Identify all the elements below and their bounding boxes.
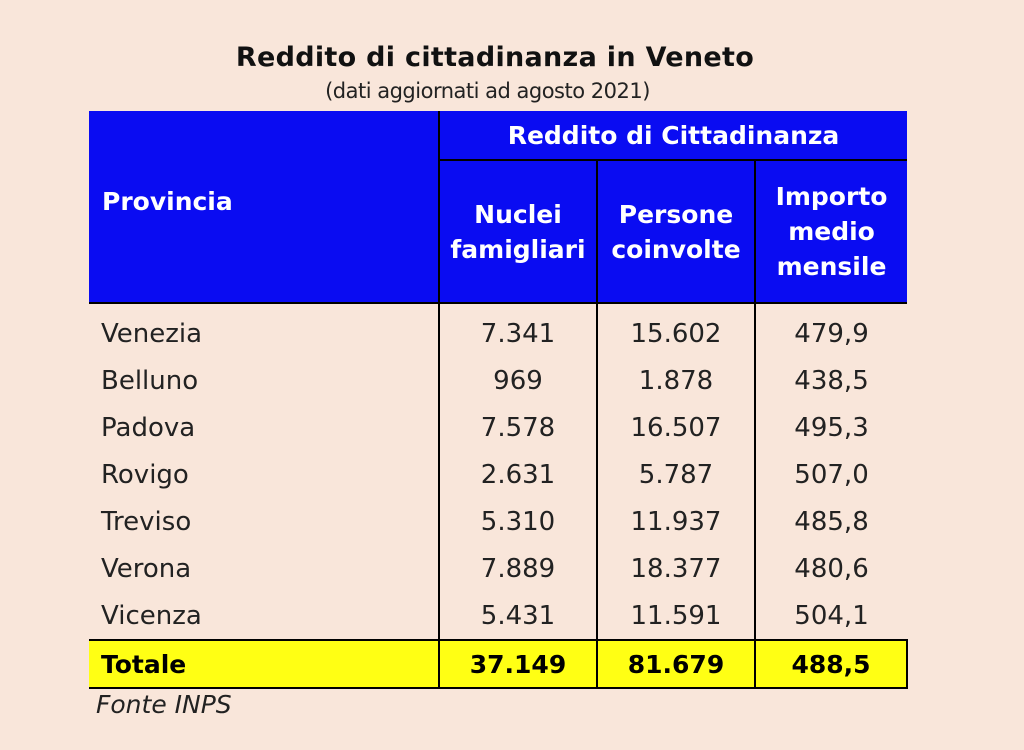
cell-nuclei: 2.631 xyxy=(439,451,598,498)
cell-nuclei: 7.578 xyxy=(439,404,598,451)
table-row: Vicenza 5.431 11.591 504,1 xyxy=(89,592,907,640)
cell-persone: 11.591 xyxy=(597,592,756,640)
table-row: Belluno 969 1.878 438,5 xyxy=(89,357,907,404)
table-row: Rovigo 2.631 5.787 507,0 xyxy=(89,451,907,498)
header-divider xyxy=(89,302,908,304)
cell-persone: 5.787 xyxy=(597,451,756,498)
cell-importo: 438,5 xyxy=(794,365,869,396)
source-note: Fonte INPS xyxy=(96,690,232,719)
table-row: Treviso 5.310 11.937 485,8 xyxy=(89,498,907,545)
cell-importo: 485,8 xyxy=(794,506,869,537)
cell-persone: 18.377 xyxy=(597,545,756,592)
header-nuclei: Nuclei famigliari xyxy=(439,160,598,302)
cell-importo: 479,9 xyxy=(794,318,869,349)
header-importo: Importo medio mensile xyxy=(755,160,908,302)
cell-provincia: Belluno xyxy=(89,357,440,404)
table-row: Verona 7.889 18.377 480,6 xyxy=(89,545,907,592)
data-table: Provincia Reddito di Cittadinanza Nuclei… xyxy=(89,111,909,689)
cell-importo: 504,1 xyxy=(794,600,869,631)
total-row: Totale 37.149 81.679 488,5 xyxy=(89,639,909,689)
cell-nuclei: 7.889 xyxy=(439,545,598,592)
cell-persone: 15.602 xyxy=(597,304,756,357)
cell-provincia: Treviso xyxy=(89,498,440,545)
cell-importo: 507,0 xyxy=(794,459,869,490)
header-group-reddito: Reddito di Cittadinanza xyxy=(439,111,908,161)
cell-total-nuclei: 37.149 xyxy=(439,639,598,689)
cell-persone: 1.878 xyxy=(597,357,756,404)
cell-provincia: Vicenza xyxy=(89,592,440,640)
cell-provincia: Rovigo xyxy=(89,451,440,498)
page-subtitle: (dati aggiornati ad agosto 2021) xyxy=(325,79,650,103)
header-persone: Persone coinvolte xyxy=(597,160,756,302)
header-provincia: Provincia xyxy=(89,111,440,302)
table-row: Venezia 7.341 15.602 479,9 xyxy=(89,304,907,357)
cell-persone: 16.507 xyxy=(597,404,756,451)
cell-nuclei: 7.341 xyxy=(439,304,598,357)
cell-provincia: Verona xyxy=(89,545,440,592)
cell-importo: 480,6 xyxy=(794,553,869,584)
cell-nuclei: 5.431 xyxy=(439,592,598,640)
cell-total-persone: 81.679 xyxy=(597,639,756,689)
cell-nuclei: 5.310 xyxy=(439,498,598,545)
cell-total-importo: 488,5 xyxy=(755,639,909,689)
cell-persone: 11.937 xyxy=(597,498,756,545)
cell-total-label: Totale xyxy=(89,639,440,689)
cell-provincia: Padova xyxy=(89,404,440,451)
page-title: Reddito di cittadinanza in Veneto xyxy=(235,42,755,73)
table-row: Padova 7.578 16.507 495,3 xyxy=(89,404,907,451)
cell-nuclei: 969 xyxy=(439,357,598,404)
cell-importo: 495,3 xyxy=(794,412,869,443)
cell-provincia: Venezia xyxy=(89,304,440,357)
